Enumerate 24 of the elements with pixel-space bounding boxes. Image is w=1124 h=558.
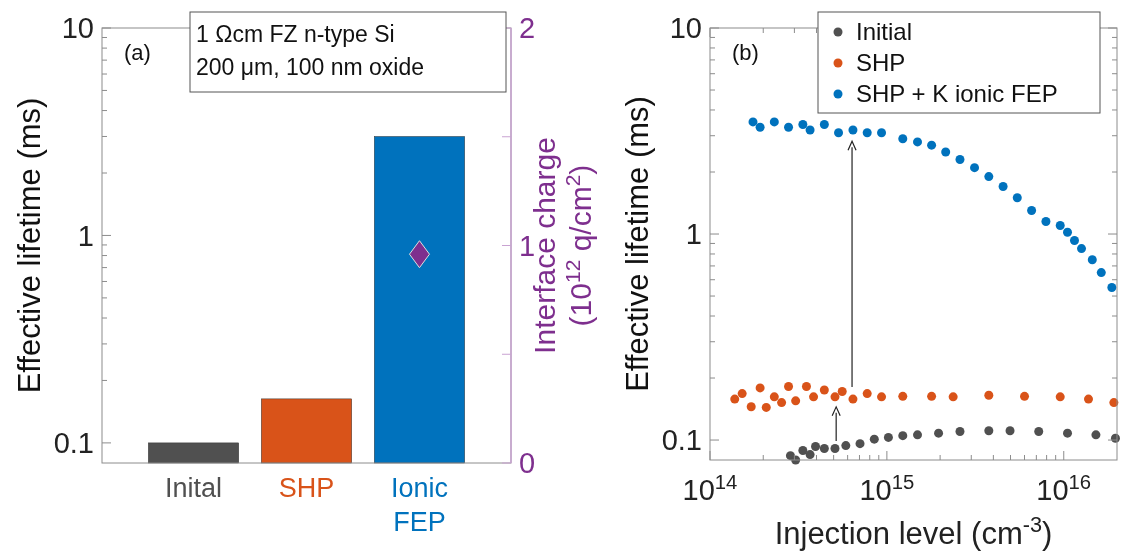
y-axis-title: Effective lifetime (ms) <box>620 96 655 392</box>
legend-label: SHP + K ionic FEP <box>856 80 1058 108</box>
x-tick-label: 10$^{15}$ <box>859 471 915 506</box>
x-tick-label: Ionic FEP <box>390 473 449 537</box>
legend-label: Initial <box>856 18 913 46</box>
annotation: (b) <box>732 40 759 65</box>
annotation: 1 Ωcm FZ n-type Si <box>196 21 395 47</box>
y-tick-label: 0.1 <box>53 427 94 460</box>
legend-label: SHP <box>856 49 906 77</box>
y-tick-label: 0.1 <box>661 424 702 457</box>
y2-tick-label: 0 <box>519 447 536 480</box>
y2-tick-label: 2 <box>519 12 536 45</box>
y-tick-label: 1 <box>77 219 94 252</box>
x-tick-label: 10$^{16}$ <box>1036 471 1092 506</box>
y-tick-label: 10 <box>669 12 702 45</box>
annotation: (a) <box>124 40 151 65</box>
y-axis-title: Effective lifetime (ms) <box>12 97 47 394</box>
x-axis-title: Injection level (cm$^{-3}$) <box>774 511 1053 551</box>
y-tick-label: 1 <box>685 218 702 251</box>
x-tick-label: SHP <box>278 473 335 503</box>
x-tick-label: 10$^{14}$ <box>682 471 738 506</box>
y-tick-label: 10 <box>61 12 94 45</box>
x-tick-label: Inital <box>164 473 223 503</box>
annotation: 200 μm, 100 nm oxide <box>196 54 425 80</box>
